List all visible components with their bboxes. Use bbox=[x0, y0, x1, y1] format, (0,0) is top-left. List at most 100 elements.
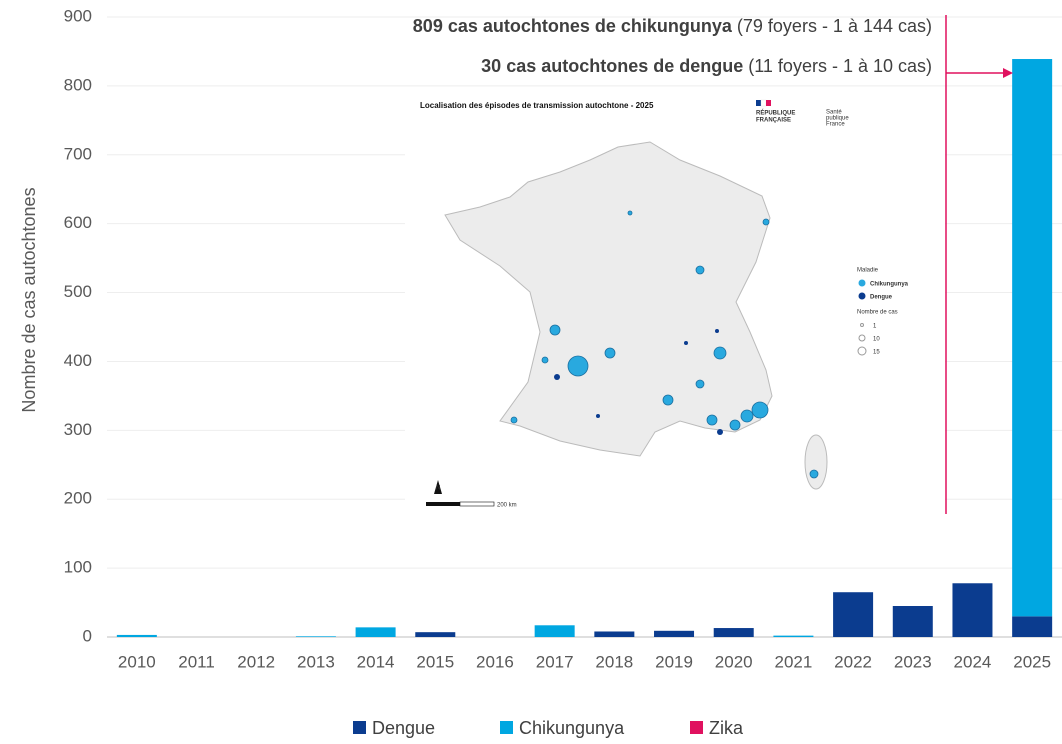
map-legend-swatch bbox=[858, 279, 866, 287]
bar bbox=[355, 627, 396, 637]
map-points bbox=[510, 210, 819, 479]
legend-label: Chikungunya bbox=[519, 718, 625, 738]
france-outline bbox=[444, 141, 773, 457]
map-inset: Localisation des épisodes de transmissio… bbox=[405, 92, 945, 514]
x-tick-label: 2022 bbox=[834, 652, 872, 671]
x-tick-label: 2020 bbox=[715, 652, 753, 671]
x-tick-label: 2023 bbox=[894, 652, 932, 671]
legend-swatch bbox=[500, 721, 513, 734]
bar bbox=[116, 634, 157, 637]
legend-label: Dengue bbox=[372, 718, 435, 738]
map-legend-title: Maladie bbox=[857, 268, 879, 274]
map-point bbox=[604, 347, 616, 359]
y-tick-label: 0 bbox=[83, 626, 92, 645]
x-tick-label: 2014 bbox=[357, 652, 395, 671]
map-size-label: 1 bbox=[873, 324, 877, 330]
annotation-bold: 809 cas autochtones de chikungunya bbox=[413, 16, 733, 36]
bar bbox=[952, 583, 993, 637]
annotation-bold: 30 cas autochtones de dengue bbox=[481, 56, 743, 76]
flag bbox=[756, 100, 761, 106]
map-point bbox=[717, 429, 723, 435]
x-tick-label: 2017 bbox=[536, 652, 574, 671]
y-tick-label: 200 bbox=[64, 489, 92, 508]
y-tick-label: 400 bbox=[64, 351, 92, 370]
x-tick-label: 2025 bbox=[1013, 652, 1051, 671]
north-label: N bbox=[436, 486, 440, 492]
logo-text: publique bbox=[826, 116, 849, 122]
logo-text: RÉPUBLIQUE bbox=[756, 109, 795, 117]
x-tick-label: 2012 bbox=[237, 652, 275, 671]
bar bbox=[534, 625, 575, 637]
scale-bar bbox=[459, 501, 495, 507]
scale-label: 200 km bbox=[497, 503, 517, 509]
y-tick-label: 500 bbox=[64, 282, 92, 301]
bar bbox=[415, 632, 456, 637]
annotation-text: (79 foyers - 1 à 144 cas) bbox=[732, 16, 932, 36]
x-tick-label: 2010 bbox=[118, 652, 156, 671]
x-tick-label: 2018 bbox=[595, 652, 633, 671]
bar bbox=[833, 592, 874, 637]
legend-swatch bbox=[353, 721, 366, 734]
map-size-swatch bbox=[858, 334, 866, 342]
x-tick-label: 2019 bbox=[655, 652, 693, 671]
x-tick-label: 2016 bbox=[476, 652, 514, 671]
callout-arrowhead bbox=[1003, 68, 1013, 78]
grid: 0 100 200 300 400 500 600 700 800 900 bbox=[64, 6, 1062, 645]
y-tick-label: 600 bbox=[64, 213, 92, 232]
map-legend-title: Nombre de cas bbox=[857, 310, 898, 316]
bar bbox=[295, 636, 336, 637]
map-point bbox=[549, 324, 561, 336]
map-point bbox=[740, 409, 754, 423]
annotation: 30 cas autochtones de dengue (11 foyers … bbox=[481, 56, 932, 76]
flag bbox=[766, 100, 771, 106]
logo-text: FRANÇAISE bbox=[756, 118, 791, 124]
north-arrow bbox=[434, 480, 442, 494]
y-tick-label: 800 bbox=[64, 75, 92, 94]
map-point bbox=[695, 379, 705, 389]
map-point bbox=[706, 414, 718, 426]
corsica-outline bbox=[804, 434, 828, 490]
x-tick-label: 2013 bbox=[297, 652, 335, 671]
y-tick-label: 300 bbox=[64, 420, 92, 439]
x-tick-label: 2015 bbox=[416, 652, 454, 671]
map-point bbox=[510, 416, 518, 424]
map-size-swatch bbox=[857, 346, 867, 356]
map-points bbox=[554, 329, 723, 435]
annotation: 809 cas autochtones de chikungunya (79 f… bbox=[413, 16, 932, 36]
map-legend-label: Chikungunya bbox=[870, 282, 909, 288]
bar bbox=[1012, 59, 1053, 617]
y-tick-label: 900 bbox=[64, 6, 92, 25]
y-tick-label: 100 bbox=[64, 558, 92, 577]
map-size-label: 15 bbox=[873, 350, 880, 356]
logo-text: Santé bbox=[826, 110, 842, 116]
map-point bbox=[662, 394, 674, 406]
map-point bbox=[751, 401, 769, 419]
map-point bbox=[713, 346, 727, 360]
annotation-text: (11 foyers - 1 à 10 cas) bbox=[743, 56, 932, 76]
map-title: Localisation des épisodes de transmissio… bbox=[420, 101, 654, 110]
map-legend-label: Dengue bbox=[870, 295, 893, 301]
map-point bbox=[715, 329, 719, 333]
map-point bbox=[554, 374, 560, 380]
bar bbox=[594, 631, 635, 637]
x-tick-label: 2021 bbox=[774, 652, 812, 671]
map-point bbox=[567, 355, 589, 377]
x-tick-label: 2024 bbox=[954, 652, 992, 671]
bar bbox=[713, 628, 754, 637]
map-point bbox=[695, 265, 705, 275]
y-axis-title: Nombre de cas autochtones bbox=[19, 187, 39, 412]
map-point bbox=[809, 469, 819, 479]
map-legend-swatch bbox=[858, 292, 866, 300]
bars bbox=[116, 59, 1053, 637]
scale-bar bbox=[426, 502, 460, 506]
map-size-label: 10 bbox=[873, 337, 880, 343]
flag bbox=[760, 99, 767, 107]
map-point bbox=[684, 341, 688, 345]
bar bbox=[1012, 616, 1053, 637]
bar bbox=[654, 630, 695, 637]
map-point bbox=[596, 414, 600, 418]
map-size-swatch bbox=[860, 323, 864, 327]
bar bbox=[892, 606, 933, 637]
x-tick-label: 2011 bbox=[178, 652, 215, 671]
